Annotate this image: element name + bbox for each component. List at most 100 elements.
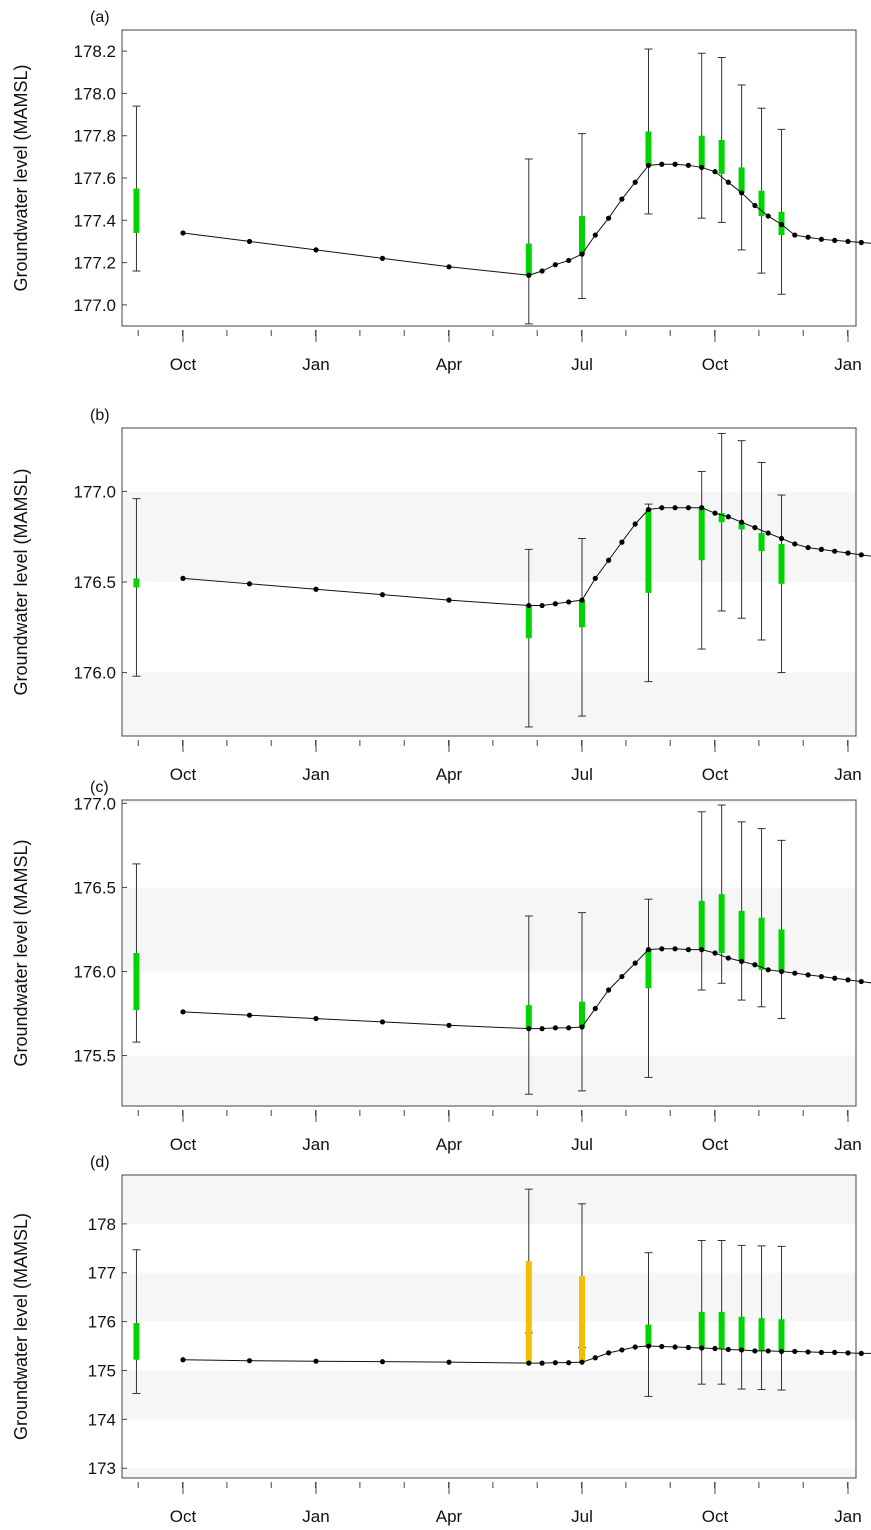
data-point [606,557,612,563]
x-tick-label: Oct [170,1135,197,1154]
data-point [645,162,652,168]
data-point [672,161,678,167]
data-point [632,179,638,185]
data-point [659,946,665,952]
data-point [446,1022,452,1028]
data-point [619,1347,625,1353]
data-point [552,1025,559,1031]
data-point [765,967,771,973]
error-bar-box [525,1261,532,1364]
background-band [122,1468,856,1478]
y-tick-label: 177.0 [73,794,116,813]
data-point [180,1009,186,1015]
data-point [778,1348,785,1355]
y-tick-label: 174 [88,1410,116,1429]
data-point [725,955,731,961]
data-point [739,1347,745,1353]
background-band [122,1055,856,1106]
y-tick-label: 177.6 [73,169,116,188]
error-bar-box [778,543,785,584]
data-point [552,1360,559,1366]
error-bar-box [778,1319,785,1352]
data-point [805,972,811,978]
error-bar-box [778,929,785,972]
data-point [632,521,638,527]
y-tick-label: 177.8 [73,127,116,146]
data-point [818,236,825,242]
x-tick-label: Jan [834,355,861,374]
data-point [246,581,253,587]
y-tick-label: 178.2 [73,42,116,61]
data-point [566,1025,572,1031]
x-tick-label: Apr [436,765,463,784]
x-tick-label: Jan [302,355,329,374]
data-point [379,592,386,598]
data-point [379,255,386,261]
data-point [818,973,825,980]
x-tick-label: Oct [702,1135,729,1154]
data-point [180,575,186,581]
error-bar-box [738,167,745,193]
data-point [632,1344,638,1350]
data-point [606,1350,612,1356]
data-point [579,1359,585,1365]
data-point [579,1024,585,1030]
y-tick-label: 176.0 [73,664,116,683]
data-point [765,530,771,536]
chart-panel-0: (a) Groundwater level (MAMSL) 177.0 177.2 17… [11,9,871,374]
error-bar-box [579,1001,585,1027]
data-point [805,544,811,551]
data-point [752,525,758,531]
data-point [832,975,838,981]
data-point [526,602,532,609]
panel-label: (a) [90,9,110,26]
background-band [122,1370,856,1420]
error-bar-box [758,917,765,970]
error-bar-box [718,1311,725,1349]
data-point [313,1358,319,1364]
data-point [606,987,612,993]
data-point [845,550,851,556]
data-point [739,190,745,196]
data-point [645,1343,652,1349]
data-point [725,1346,731,1353]
plot-frame [121,1174,857,1479]
data-point [659,161,665,167]
error-bar-box [698,507,705,561]
y-tick-label: 176 [88,1313,116,1332]
error-bar-box [738,910,745,962]
error-bar-box [133,953,140,1011]
data-point [792,970,798,976]
data-point [246,1012,253,1018]
data-point [752,1348,758,1354]
data-point [539,1026,545,1032]
data-point [592,232,598,238]
data-point [858,978,864,985]
data-point [313,1015,319,1022]
data-point [659,505,665,511]
background-band [122,887,856,972]
background-band [122,672,856,736]
data-point [712,510,718,516]
y-tick-label: 176.5 [73,878,116,897]
background-band [122,800,856,804]
error-bar-box [738,1316,745,1350]
y-axis-label: Groundwater level (MAMSL) [11,1213,31,1440]
data-point [552,601,559,607]
data-point [792,232,798,238]
plot-frame [121,799,857,1107]
data-point [845,238,851,245]
y-tick-label: 175.5 [73,1047,116,1066]
y-tick-label: 173 [88,1459,116,1478]
data-point [645,947,652,953]
x-tick-label: Oct [170,765,197,784]
panel-label: (b) [90,407,110,424]
error-bar-box [698,135,705,168]
data-point [752,962,758,968]
data-point [752,202,758,209]
data-point [699,164,705,171]
data-point [858,1350,864,1356]
data-point [778,221,785,228]
error-bar-box [525,605,532,639]
